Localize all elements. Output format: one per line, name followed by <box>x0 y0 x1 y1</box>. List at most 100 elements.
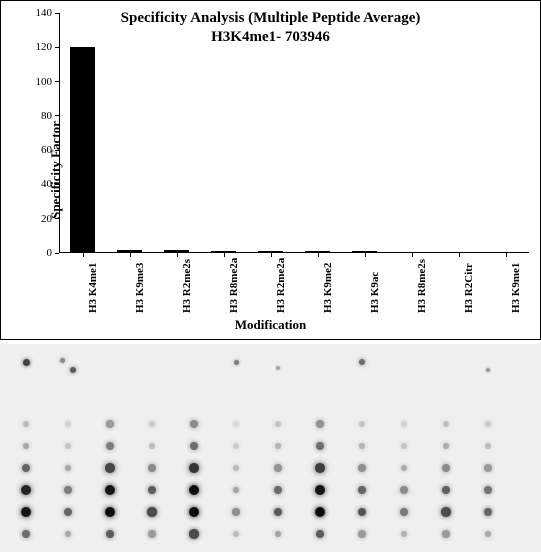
blot-spot <box>189 529 198 538</box>
x-tick-area: H3 K4me1H3 K9me3H3 R2me2sH3 R8me2aH3 R2m… <box>59 253 529 317</box>
blot-spot <box>484 508 492 516</box>
plot-area: 020406080100120140 <box>59 13 529 253</box>
y-tick-mark <box>55 115 59 116</box>
blot-spot <box>359 443 366 450</box>
blot-spot <box>105 463 114 472</box>
x-tick-label: H3 R8me2a <box>228 258 240 313</box>
blot-spot <box>65 421 71 427</box>
x-tick-mark <box>365 253 366 257</box>
blot-spot <box>400 486 408 494</box>
blot-spot <box>190 442 198 450</box>
blot-panel <box>0 344 541 552</box>
blot-spot <box>358 530 365 537</box>
blot-spot <box>233 443 239 449</box>
blot-spot <box>64 486 72 494</box>
blot-spot <box>65 465 72 472</box>
blot-spot <box>148 530 155 537</box>
x-tick-label: H3 K4me1 <box>87 263 99 313</box>
x-tick-mark <box>412 253 413 257</box>
blot-spot <box>234 360 239 365</box>
blot-spot <box>148 464 156 472</box>
x-tick-label: H3 K9me1 <box>510 263 522 313</box>
x-tick-mark <box>506 253 507 257</box>
y-tick-label: 120 <box>30 41 55 53</box>
blot-spot <box>442 464 450 472</box>
y-tick-label: 40 <box>30 178 55 190</box>
blot-spot <box>484 464 491 471</box>
blot-spot <box>22 464 30 472</box>
figure-container: Specificity Analysis (Multiple Peptide A… <box>0 0 541 552</box>
blot-spot <box>274 486 282 494</box>
blot-spot <box>401 443 407 449</box>
blot-spot <box>23 359 30 366</box>
x-tick-label: H3 R2me2a <box>275 258 287 313</box>
x-tick-label: H3 K9me2 <box>322 263 334 313</box>
blot-spot <box>64 508 72 516</box>
y-tick-label: 0 <box>30 247 55 259</box>
y-tick-mark <box>55 81 59 82</box>
blot-spot <box>358 464 365 471</box>
blot-spot <box>233 421 239 427</box>
y-tick-label: 80 <box>30 110 55 122</box>
x-tick-mark <box>177 253 178 257</box>
blot-spot <box>275 443 282 450</box>
blot-spot <box>315 507 326 518</box>
blot-spot <box>485 531 492 538</box>
blot-spot <box>316 442 324 450</box>
blot-spot <box>400 508 408 516</box>
blot-spot <box>485 421 491 427</box>
blot-spot <box>148 486 157 495</box>
blot-spot <box>149 421 155 427</box>
y-tick-mark <box>55 150 59 151</box>
blot-spot <box>22 530 30 538</box>
blot-spot <box>441 507 450 516</box>
y-tick-mark <box>55 13 59 14</box>
x-tick-mark <box>459 253 460 257</box>
blot-spot <box>485 443 491 449</box>
blot-spot <box>60 358 65 363</box>
blot-spot <box>105 485 116 496</box>
blot-spot <box>315 463 325 473</box>
y-tick-mark <box>55 47 59 48</box>
y-axis <box>59 13 60 253</box>
blot-spot <box>190 420 198 428</box>
blot-spot <box>106 530 115 539</box>
blot-spot <box>21 485 31 495</box>
blot-spot <box>443 443 450 450</box>
blot-spot <box>189 507 200 518</box>
x-axis-label: Modification <box>1 317 540 333</box>
blot-spot <box>233 465 239 471</box>
blot-spot <box>65 443 71 449</box>
y-tick-label: 140 <box>30 7 55 19</box>
blot-spot <box>23 443 30 450</box>
blot-spot <box>149 443 155 449</box>
blot-spot <box>23 421 29 427</box>
blot-spot <box>442 486 451 495</box>
y-tick-label: 100 <box>30 76 55 88</box>
blot-spot <box>233 487 240 494</box>
blot-spot <box>147 507 156 516</box>
blot-spot <box>486 368 490 372</box>
blot-spot <box>232 508 239 515</box>
x-tick-mark <box>318 253 319 257</box>
blot-spot <box>315 485 326 496</box>
blot-spot <box>275 531 282 538</box>
blot-spot <box>316 530 325 539</box>
blot-spot <box>359 421 365 427</box>
blot-spot <box>189 463 199 473</box>
y-tick-mark <box>55 184 59 185</box>
blot-spot <box>401 465 408 472</box>
blot-spot <box>442 530 449 537</box>
x-tick-label: H3 K9ac <box>369 272 381 313</box>
blot-spot <box>443 421 449 427</box>
blot-spot <box>358 508 367 517</box>
x-tick-mark <box>130 253 131 257</box>
x-tick-label: H3 K9me3 <box>134 263 146 313</box>
x-tick-label: H3 R8me2s <box>416 259 428 313</box>
blot-spot <box>274 464 281 471</box>
x-tick-mark <box>224 253 225 257</box>
blot-spot <box>106 420 113 427</box>
blot-spot <box>275 421 281 427</box>
blot-spot <box>105 507 116 518</box>
blot-spot <box>484 486 492 494</box>
